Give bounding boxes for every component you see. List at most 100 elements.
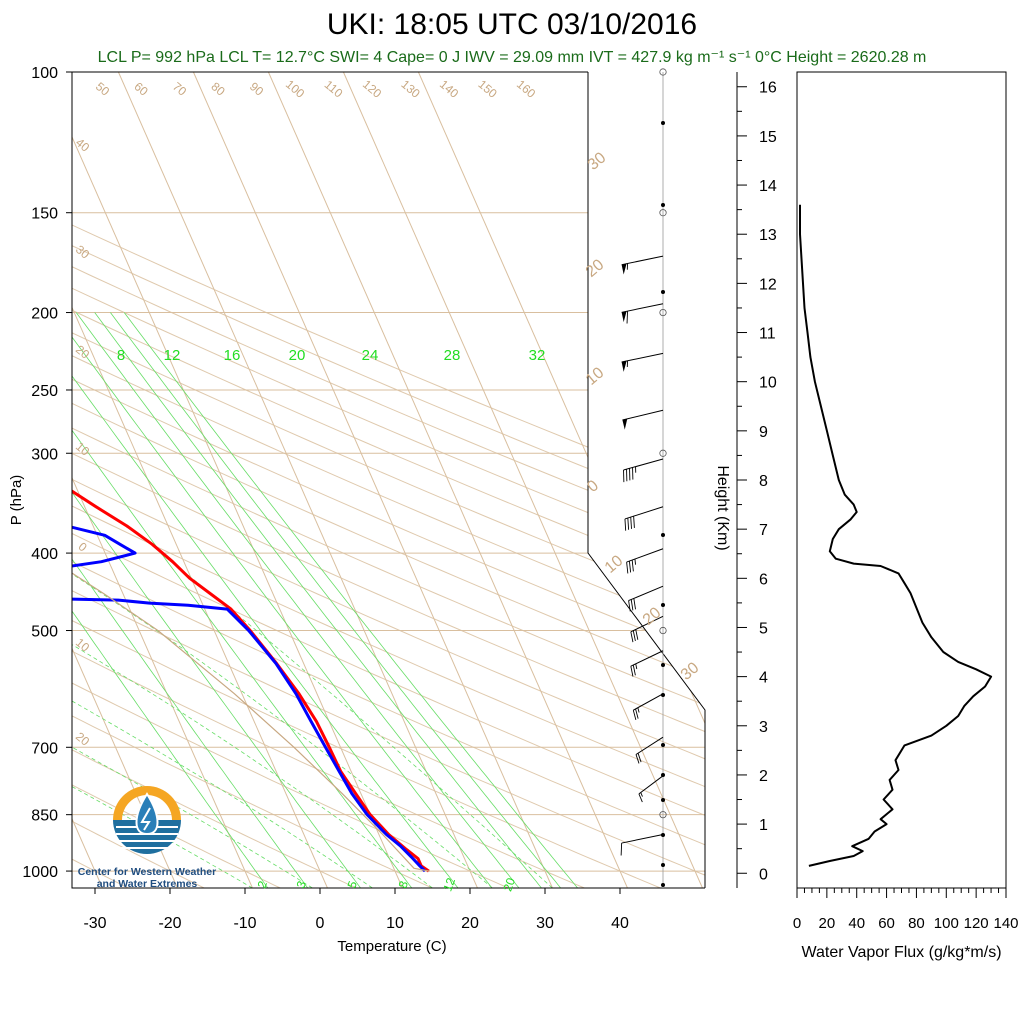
wind-barb-full — [630, 631, 634, 643]
isotherm-label: 140 — [437, 77, 462, 101]
mixing-ratio-line — [72, 312, 309, 888]
parcel-line — [72, 72, 430, 872]
y-tick-label: 850 — [31, 808, 58, 825]
dry-adiabat-line — [72, 72, 357, 888]
wind-barbs — [620, 68, 667, 888]
y-tick-label: 250 — [31, 383, 58, 400]
height-axis-label: Height (Km) — [714, 465, 731, 550]
flux-x-tick-label: 140 — [993, 915, 1018, 932]
height-tick-label: 2 — [759, 768, 768, 785]
y-tick-label: 500 — [31, 624, 58, 641]
logo-sun-ring — [113, 786, 181, 820]
mixing-ratio-bottom-label: 3 — [294, 879, 310, 890]
wind-level-dot — [661, 743, 665, 747]
mixing-ratio-label: 20 — [289, 347, 306, 364]
dry-adiabat-line — [72, 72, 705, 888]
skew-label-right: 0 — [584, 477, 602, 496]
logo-bolt-icon — [140, 807, 151, 831]
mixing-ratio-line — [72, 312, 413, 888]
flux-x-tick-label: 100 — [934, 915, 959, 932]
x-tick-label: 30 — [536, 915, 554, 932]
chart-subtitle: LCL P= 992 hPa LCL T= 12.7°C SWI= 4 Cape… — [97, 49, 927, 66]
wind-barb-staff — [622, 409, 664, 421]
wind-barb-staff — [628, 585, 664, 602]
isotherm-label: 110 — [322, 77, 346, 100]
dry-adiabat-line — [72, 72, 705, 888]
height-tick-label: 16 — [759, 80, 777, 97]
mixing-ratio-bottom-label: 12 — [440, 876, 458, 894]
wind-barb-full — [635, 629, 639, 640]
skewt-right-edge — [587, 72, 706, 888]
flux-x-axis-label: Water Vapor Flux (g/kg*m/s) — [801, 944, 1001, 961]
dry-adiabat-line — [72, 72, 205, 888]
wind-barb-staff — [621, 834, 664, 844]
chart-title: UKI: 18:05 UTC 03/10/2016 — [326, 8, 698, 41]
wind-barb-staff — [623, 458, 664, 471]
wind-barb-staff — [624, 506, 664, 520]
wind-level-dot — [661, 863, 665, 867]
mixing-ratio-line — [72, 312, 269, 888]
dry-adiabat-line — [72, 72, 705, 888]
dry-adiabat-line — [72, 72, 705, 888]
wind-barb-flag — [621, 263, 627, 275]
wind-level-circle — [659, 209, 667, 217]
mixing-ratio-line — [75, 312, 520, 888]
isotherm-label: 80 — [208, 79, 227, 99]
wind-barb-full — [628, 561, 632, 573]
skewt-series — [72, 72, 430, 873]
dry-adiabat-line — [72, 72, 661, 888]
y-tick-label: 1000 — [22, 864, 58, 881]
wind-barb-staff — [621, 303, 664, 313]
y-tick-label: 300 — [31, 446, 58, 463]
y-tick-label: 200 — [31, 306, 58, 323]
wind-barb-staff — [638, 775, 664, 795]
x-tick-label: 10 — [386, 915, 404, 932]
height-tick-label: 8 — [759, 473, 768, 490]
dry-adiabat-line — [72, 72, 433, 888]
wind-barb-full — [633, 516, 635, 528]
flux-x-tick-label: 80 — [908, 915, 925, 932]
mixing-ratio-label: 8 — [117, 347, 125, 364]
skew-label-left: 0 — [76, 539, 90, 554]
mixing-ratio-bottom-label: 8 — [396, 879, 412, 890]
isotherm-label: 130 — [398, 77, 423, 101]
skew-label-left: 40 — [73, 135, 92, 155]
cw3e-logo — [113, 786, 181, 854]
dry-adiabat-line — [72, 72, 705, 888]
height-tick-label: 7 — [759, 522, 768, 539]
isotherm-label: 120 — [360, 77, 385, 101]
mixing-ratio-bottom-label: 20 — [500, 876, 518, 894]
dry-adiabat-line — [72, 72, 281, 888]
dry-adiabat-line — [72, 72, 705, 888]
logo-text-line2: and Water Extremes — [96, 878, 198, 890]
isotherm-label: 90 — [247, 79, 266, 99]
skew-label-left: 20 — [73, 342, 92, 362]
isotherm-label: 70 — [170, 79, 189, 99]
mixing-ratio-line — [72, 312, 459, 888]
wind-barb-full — [630, 517, 632, 529]
y-tick-label: 100 — [31, 65, 58, 82]
skew-label-left: 10 — [73, 635, 92, 655]
isotherm-line — [72, 72, 328, 888]
height-tick-label: 9 — [759, 424, 768, 441]
logo-text-line1: Center for Western Weather — [77, 866, 217, 878]
wind-level-circle — [659, 449, 667, 457]
moist-adiabat-line — [72, 552, 433, 888]
wind-level-dot — [661, 798, 665, 802]
height-tick-label: 3 — [759, 719, 768, 736]
mixing-ratio-line — [110, 312, 562, 888]
flux-x-tick-label: 60 — [878, 915, 895, 932]
mixing-ratio-bottom-label: 2 — [255, 879, 271, 890]
isotherm-line — [267, 72, 628, 888]
skew-label-right: 10 — [602, 552, 627, 577]
wind-barb-half — [635, 663, 638, 670]
flux-x-tick-label: 40 — [848, 915, 865, 932]
wind-barb-full — [638, 793, 643, 803]
flux-x-tick-label: 0 — [793, 915, 801, 932]
height-tick-label: 12 — [759, 276, 777, 293]
flux-frame — [796, 71, 1007, 889]
height-tick-label: 5 — [759, 620, 768, 637]
isotherm-label: 150 — [475, 77, 500, 101]
